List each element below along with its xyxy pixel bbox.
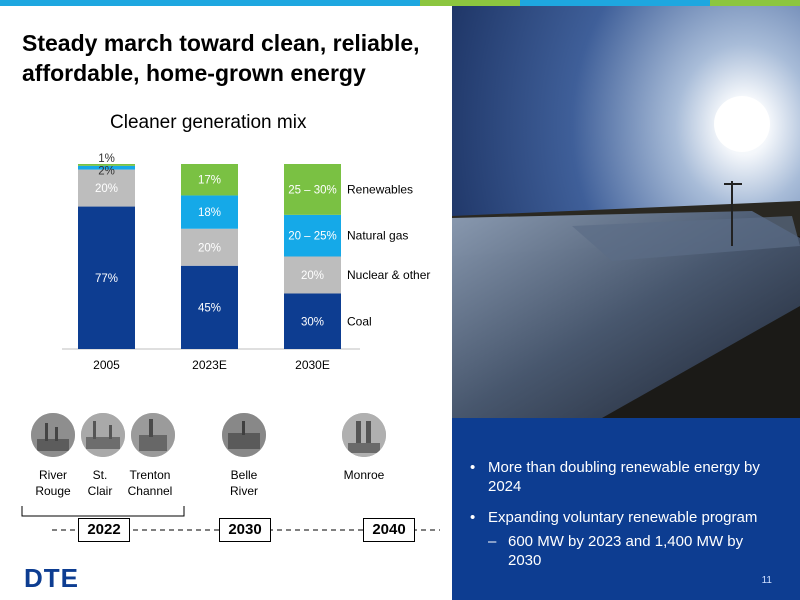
top-accent-bar xyxy=(0,0,800,6)
chart-title: Cleaner generation mix xyxy=(110,112,307,133)
bar-label-gas-2005: 2% xyxy=(98,166,115,178)
bar-coal-2030e xyxy=(284,293,341,349)
bar-nuclear-2023e xyxy=(181,228,238,266)
dte-logo: DTE xyxy=(24,563,79,593)
plant-photo-trenton-channel xyxy=(131,413,175,457)
plant-label-monroe: Monroe xyxy=(343,468,385,482)
solar-panels-image xyxy=(452,6,800,418)
bullet-marker-2: • xyxy=(470,509,476,526)
bar-renewables-2023e xyxy=(181,164,238,196)
bar-label-nuclear-2005: 20% xyxy=(95,183,118,195)
top-bar-blue-2 xyxy=(520,0,710,6)
sub-bullet-marker: – xyxy=(488,533,497,550)
bar-gas-2005 xyxy=(78,165,135,170)
x-tick-2023e: 2023E xyxy=(192,358,227,372)
solar-farm-photo xyxy=(452,6,800,418)
bullet-2: Expanding voluntary renewable program xyxy=(488,509,758,526)
top-bar-blue xyxy=(0,0,420,6)
bar-renewables-2030e xyxy=(284,164,341,215)
bar-renewables-2005 xyxy=(78,164,135,166)
plant-photo-belle-river xyxy=(222,413,266,457)
x-tick-2005: 2005 xyxy=(93,358,120,372)
bar-label-nuclear-2030e: 20% xyxy=(301,270,324,282)
bullet-marker-1: • xyxy=(470,459,476,476)
bar-coal-2023e xyxy=(181,265,238,349)
bar-label-coal-2005: 77% xyxy=(95,273,118,285)
timeline-year-2040: 2040 xyxy=(363,518,415,542)
bar-label-renewables-2030e: 25 – 30% xyxy=(288,184,337,196)
legend-gas: Natural gas xyxy=(347,229,408,243)
plant-photo-river-rouge xyxy=(31,413,75,457)
page-number: 11 xyxy=(761,575,772,586)
timeline-year-2030: 2030 xyxy=(219,518,271,542)
bar-nuclear-2005 xyxy=(78,169,135,207)
timeline-bracket xyxy=(21,506,185,517)
bar-label-coal-2030e: 30% xyxy=(301,316,324,328)
timeline-year-2022: 2022 xyxy=(78,518,130,542)
bar-gas-2030e xyxy=(284,214,341,257)
bar-nuclear-2030e xyxy=(284,256,341,294)
plant-label-st-clair: St. Clair xyxy=(87,468,113,498)
bar-label-renewables-2005: 1% xyxy=(98,153,115,165)
legend-nuclear: Nuclear & other xyxy=(347,268,430,282)
plant-photo-monroe xyxy=(342,413,386,457)
legend-coal: Coal xyxy=(347,314,372,328)
bar-gas-2023e xyxy=(181,195,238,229)
sub-bullet: 600 MW by 2023 and 1,400 MW by 2030 xyxy=(508,533,744,569)
x-tick-2030e: 2030E xyxy=(295,358,330,372)
top-bar-green xyxy=(420,0,520,6)
legend-renewables: Renewables xyxy=(347,182,413,196)
key-points-panel: • More than doubling renewable energy by… xyxy=(452,418,800,600)
bullet-1: More than doubling renewable energy by 2… xyxy=(488,459,760,495)
bar-label-coal-2023e: 45% xyxy=(198,302,221,314)
bar-label-renewables-2023e: 17% xyxy=(198,175,221,187)
bar-label-gas-2030e: 20 – 25% xyxy=(288,231,337,243)
plant-photo-st-clair xyxy=(81,413,125,457)
plant-label-river-rouge: River Rouge xyxy=(35,468,71,498)
plant-label-trenton-channel: Trenton Channel xyxy=(127,468,173,498)
bar-label-gas-2023e: 18% xyxy=(198,207,221,219)
slide-title: Steady march toward clean, reliable, aff… xyxy=(22,30,420,86)
generation-mix-chart: 77% 20% 2%1% 2005 45% 20% 18% 17% 2023E 30% 20% 20 … xyxy=(62,153,430,372)
bar-coal-2005 xyxy=(78,206,135,349)
bar-label-nuclear-2023e: 20% xyxy=(198,242,221,254)
top-bar-green-2 xyxy=(710,0,800,6)
plant-label-belle-river: Belle River xyxy=(229,468,258,498)
